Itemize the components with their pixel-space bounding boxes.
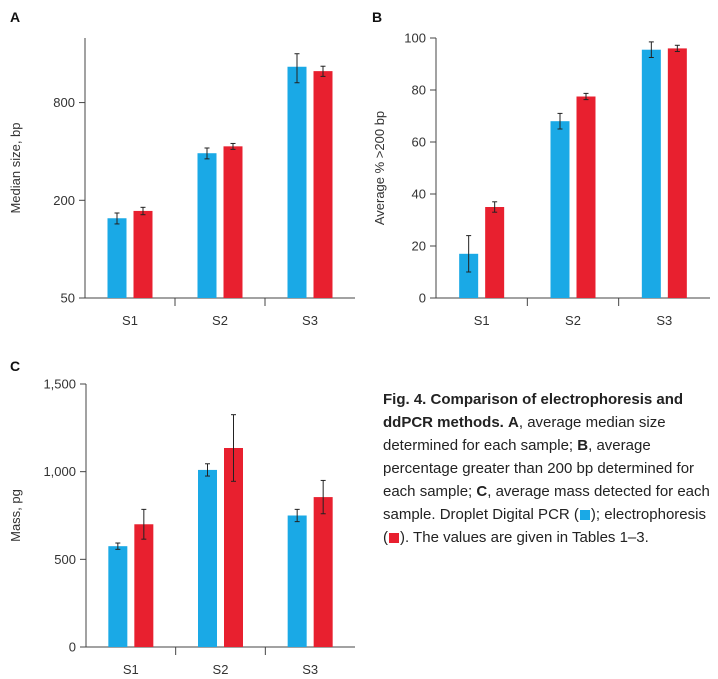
caption-part-b-letter: B (577, 437, 589, 454)
panel-a-xtick-label: S2 (212, 313, 228, 328)
panel-b-ytick-label: 100 (404, 31, 426, 46)
panel-a-ylabel: Median size, bp (8, 122, 23, 213)
panel-b-ylabel: Average % >200 bp (372, 111, 387, 225)
panel-a-bar-electrophoresis (313, 71, 333, 298)
panel-b-xtick-label: S1 (474, 313, 490, 328)
panel-b-bar-electrophoresis (485, 207, 505, 298)
panel-b-ytick-label: 0 (419, 291, 426, 306)
figure-caption: Fig. 4. Comparison of electrophoresis an… (383, 388, 713, 549)
panel-b-ytick-label: 20 (412, 239, 426, 254)
caption-part-b: , average percentage greater than 200 bp… (383, 437, 695, 500)
caption-part-c: , average mass detected for each sample.… (383, 483, 710, 523)
panel-a-bar-electrophoresis (223, 146, 243, 298)
panel-c-bar-ddpcr (108, 546, 128, 647)
panel-a-xtick-label: S3 (302, 313, 318, 328)
panel-b-ytick-label: 60 (412, 135, 426, 150)
panel-c-ytick-label: 500 (54, 552, 76, 567)
panel-a-ytick-label: 800 (53, 95, 75, 110)
panel-c-bar-electrophoresis (313, 497, 333, 647)
panel-c-letter: C (10, 358, 20, 374)
panel-a-xtick-label: S1 (122, 313, 138, 328)
panel-a-ytick-label: 50 (61, 291, 75, 306)
panel-c-xtick-label: S1 (123, 662, 139, 677)
panel-c-bar-ddpcr (287, 515, 307, 647)
panel-b-letter: B (372, 9, 382, 25)
panel-c-ytick-label: 1,000 (43, 464, 76, 479)
panel-b-xtick-label: S2 (565, 313, 581, 328)
panel-a-bar-electrophoresis (133, 210, 153, 298)
panel-b-bar-ddpcr (641, 49, 661, 299)
panel-b-bar-ddpcr (550, 121, 570, 298)
panel-c-bar-electrophoresis (224, 447, 243, 647)
panel-c-xtick-label: S3 (302, 662, 318, 677)
panel-b-ytick-label: 40 (412, 187, 426, 202)
panel-b-xtick-label: S3 (656, 313, 672, 328)
panel-b-ytick-label: 80 (412, 83, 426, 98)
panel-a-bar-ddpcr (287, 66, 307, 299)
caption-part-a: , average median size determined for eac… (383, 414, 666, 454)
caption-title: Fig. 4. Comparison of electrophoresis an… (383, 391, 684, 431)
caption-part-c-letter: C (476, 483, 488, 500)
panel-b-bar-ddpcr (459, 253, 479, 298)
legend-swatch-ddpcr (579, 510, 590, 520)
caption-end: ). The values are given in Tables 1–3. (400, 529, 649, 546)
panel-c-ytick-label: 0 (69, 640, 76, 655)
panel-c-bar-ddpcr (198, 469, 217, 647)
panel-a-ytick-label: 200 (53, 193, 75, 208)
panel-c-ytick-label: 1,500 (43, 377, 76, 392)
caption-part-a-letter: A (508, 414, 519, 431)
panel-c-bar-electrophoresis (134, 524, 154, 647)
panel-c-xtick-label: S2 (213, 662, 229, 677)
panel-b-bar-electrophoresis (667, 48, 687, 299)
caption-mid: ); electrophoresis ( (383, 506, 706, 546)
panel-a-letter: A (10, 9, 20, 25)
legend-swatch-electrophoresis (389, 533, 399, 543)
panel-a-bar-ddpcr (197, 153, 217, 298)
panel-c-ylabel: Mass, pg (8, 489, 23, 542)
panel-a-bar-ddpcr (107, 218, 127, 298)
panel-b-bar-electrophoresis (576, 96, 596, 298)
